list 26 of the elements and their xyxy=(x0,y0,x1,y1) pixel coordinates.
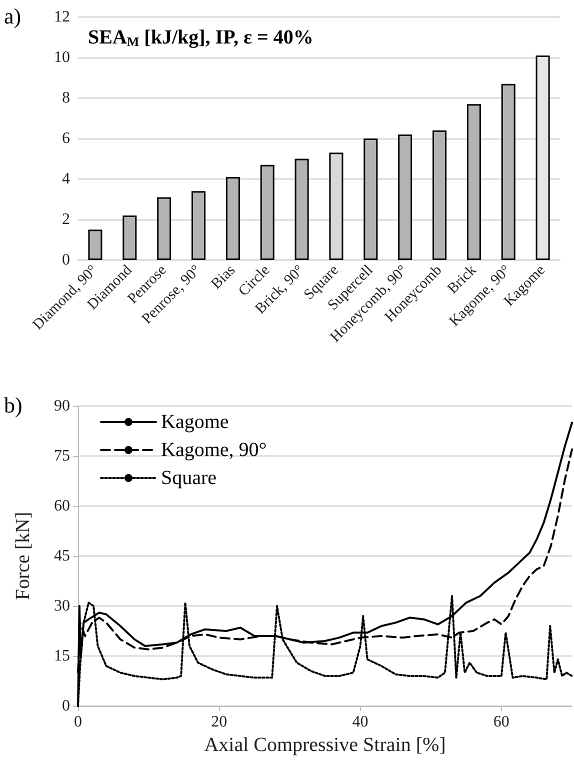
y-tick-label: 75 xyxy=(54,448,70,464)
text: a) xyxy=(4,4,22,28)
y-tick-label: 12 xyxy=(54,8,70,26)
y-tick-label: 0 xyxy=(62,698,70,714)
y-tick-label: 45 xyxy=(54,548,70,564)
y-tick-label: 6 xyxy=(62,130,70,147)
x-tick-label: Bias xyxy=(208,262,239,292)
legend-label: Kagome, 90° xyxy=(161,439,267,461)
legend-label: Square xyxy=(161,467,217,489)
y-tick-label: 4 xyxy=(62,170,70,188)
y-axis-title: Force [kN] xyxy=(12,512,34,600)
y-tick-label: 30 xyxy=(54,598,70,614)
y-tick-label: 10 xyxy=(54,49,70,66)
x-axis-title: Axial Compressive Strain [%] xyxy=(204,734,446,756)
y-tick-label: 90 xyxy=(54,398,70,414)
text: SEAM [kJ/kg], IP, ε = 40% xyxy=(88,26,314,49)
x-tick-label: 0 xyxy=(74,714,82,730)
legend-label: Kagome xyxy=(161,411,229,433)
y-tick-label: 2 xyxy=(62,211,70,228)
y-tick-label: 15 xyxy=(54,648,70,664)
x-tick-label: 40 xyxy=(352,714,368,730)
y-tick-label: 60 xyxy=(54,498,70,514)
x-tick-label: 60 xyxy=(493,714,510,730)
x-tick-label: 20 xyxy=(211,714,228,730)
text: b) xyxy=(4,392,22,418)
y-tick-label: 8 xyxy=(62,90,70,106)
